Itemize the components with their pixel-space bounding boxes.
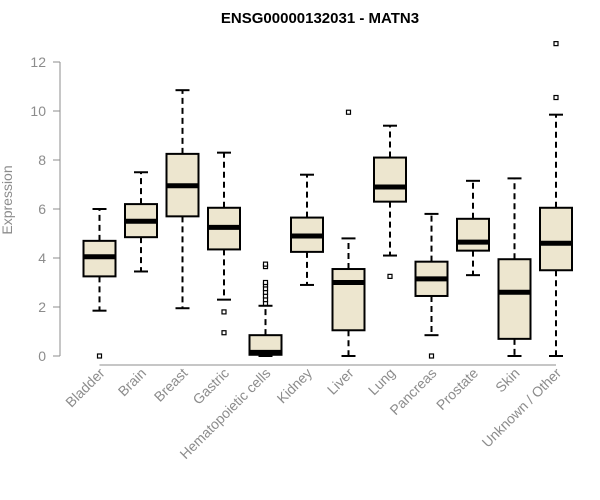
chart-title: ENSG00000132031 - MATN3 [221, 10, 419, 27]
category-label: Brain [115, 365, 149, 399]
outlier-point [553, 94, 559, 101]
iqr-box [456, 217, 490, 252]
box-unknown-other [539, 41, 573, 357]
iqr-box [373, 156, 407, 203]
outlier-point [221, 309, 227, 315]
box-pancreas [414, 212, 449, 359]
y-tick-label: 6 [38, 201, 46, 217]
box-skin [497, 177, 532, 357]
box-gastric [207, 151, 241, 336]
box-kidney [290, 173, 324, 286]
box-lung [373, 124, 407, 279]
category-label: Prostate [433, 365, 481, 413]
box-breast [165, 89, 200, 310]
category-label: Lung [365, 365, 398, 398]
outlier-point [387, 273, 393, 279]
box-brain [124, 171, 158, 273]
category-label: Skin [492, 365, 523, 396]
outlier-point [262, 261, 269, 267]
y-tick-label: 2 [38, 299, 46, 315]
outlier-point [345, 109, 352, 115]
box-series [82, 41, 573, 359]
iqr-box [331, 268, 366, 332]
iqr-box [497, 258, 532, 340]
outlier-point [428, 353, 435, 359]
y-tick-label: 12 [30, 54, 46, 70]
category-label: Unknown / Other [479, 365, 565, 451]
box-prostate [456, 179, 490, 277]
category-label: Liver [324, 365, 357, 398]
y-tick-label: 4 [38, 250, 46, 266]
outlier-point [221, 330, 227, 336]
y-axis: 0 2 4 6 8 10 12 [30, 54, 61, 364]
outlier-point [553, 41, 559, 47]
y-tick-label: 8 [38, 152, 46, 168]
box-hematopoietic-cells [248, 261, 283, 357]
outlier-point [262, 279, 269, 286]
category-label: Kidney [274, 365, 316, 407]
iqr-box [539, 206, 573, 272]
y-tick-label: 0 [38, 348, 46, 364]
y-axis-label: Expression [0, 165, 15, 234]
box-bladder [82, 208, 117, 359]
y-tick-label: 10 [30, 103, 46, 119]
outlier-point [96, 353, 103, 359]
box-liver [331, 109, 366, 357]
category-label: Bladder [62, 365, 108, 411]
category-label: Breast [151, 365, 191, 405]
